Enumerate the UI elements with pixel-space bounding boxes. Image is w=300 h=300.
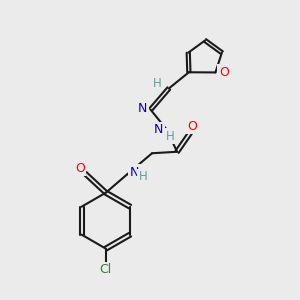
Text: H: H	[166, 130, 175, 143]
Text: N: N	[130, 166, 139, 178]
Text: O: O	[75, 162, 85, 175]
Text: H: H	[139, 170, 148, 183]
Text: Cl: Cl	[100, 263, 112, 276]
Text: N: N	[138, 102, 147, 115]
Text: O: O	[187, 120, 197, 133]
Text: N: N	[154, 123, 163, 136]
Text: O: O	[219, 66, 229, 79]
Text: H: H	[153, 77, 162, 90]
